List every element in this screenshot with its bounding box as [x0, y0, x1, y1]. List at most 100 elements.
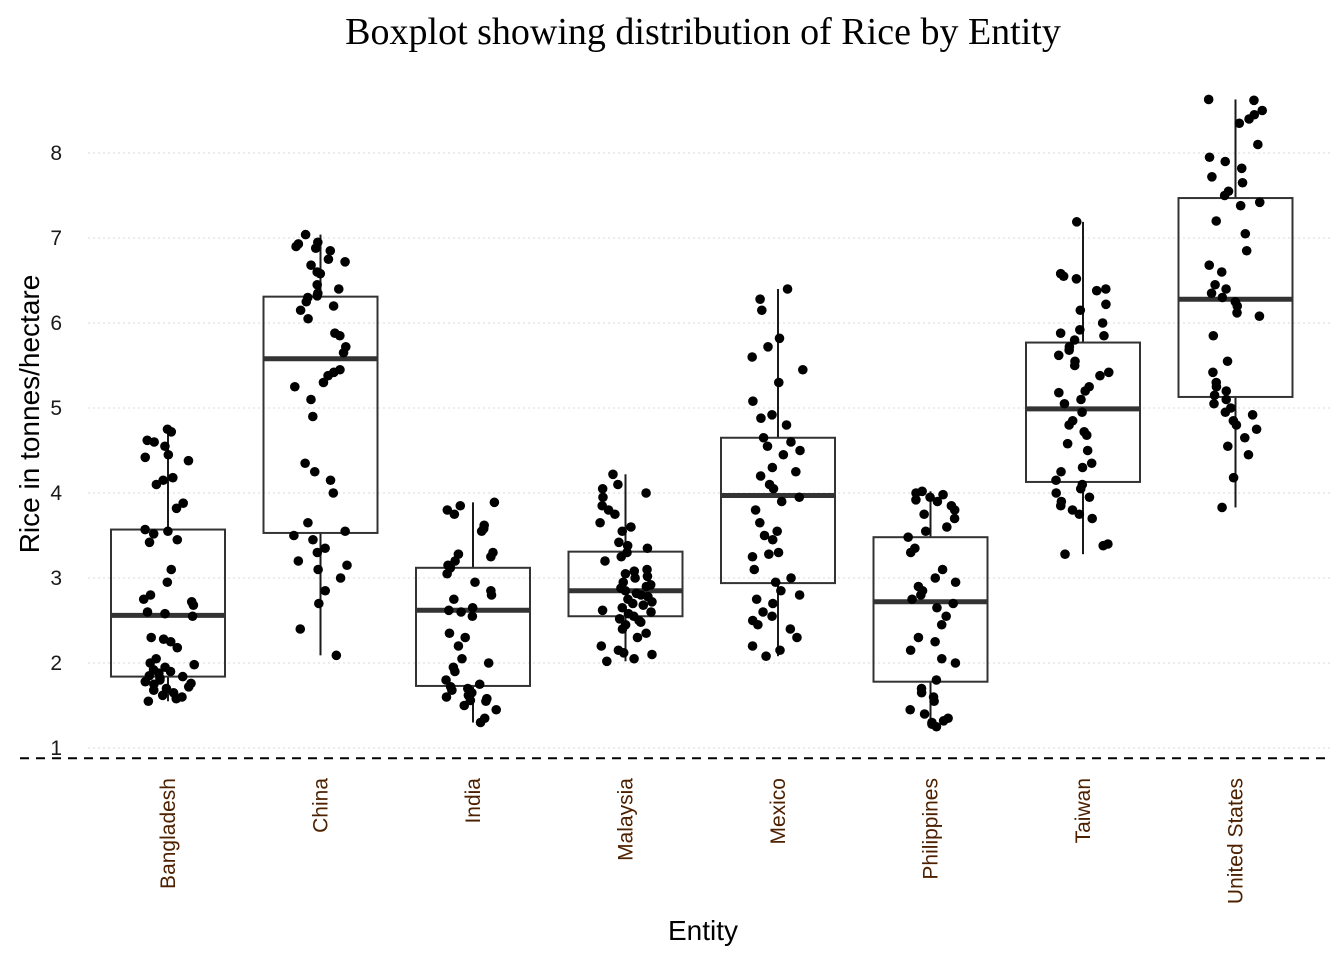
data-point [142, 607, 153, 617]
data-point [1054, 387, 1064, 398]
data-point [936, 653, 947, 664]
data-point [1206, 288, 1217, 299]
data-point [761, 651, 771, 661]
data-point [925, 492, 935, 503]
data-point [646, 607, 656, 617]
y-tick-label: 6 [50, 312, 62, 335]
data-point [938, 716, 949, 726]
data-point [632, 632, 643, 643]
data-point [1220, 156, 1231, 167]
data-point [776, 496, 787, 507]
data-point [301, 296, 312, 307]
box [110, 528, 226, 678]
data-point [620, 568, 631, 579]
data-point [1235, 200, 1246, 211]
data-point [165, 666, 176, 677]
data-point [1075, 305, 1086, 316]
y-tick-label: 5 [50, 397, 62, 420]
data-point [486, 551, 496, 562]
data-point [931, 675, 942, 685]
data-point [1077, 462, 1088, 473]
data-point [1240, 228, 1251, 239]
data-point [618, 648, 629, 658]
data-point [163, 526, 173, 537]
x-tick-label: China [310, 778, 333, 833]
data-point [1077, 407, 1087, 418]
data-point [308, 534, 318, 545]
data-point [459, 700, 470, 711]
data-point [340, 526, 350, 537]
data-point [1216, 267, 1227, 277]
data-point [930, 573, 941, 583]
data-point [166, 427, 177, 437]
data-point [450, 556, 460, 566]
data-point [638, 600, 649, 610]
data-point [1060, 549, 1070, 559]
data-point [1080, 386, 1090, 396]
x-tick-label: India [462, 778, 485, 824]
y-tick-label: 7 [50, 227, 62, 250]
data-point [755, 294, 765, 305]
data-point [1069, 335, 1080, 345]
data-point [755, 471, 766, 481]
data-point [907, 594, 917, 605]
data-point [149, 437, 159, 447]
y-tick-label: 8 [50, 142, 62, 165]
data-point [293, 556, 304, 566]
data-point [163, 449, 174, 460]
data-point [920, 526, 931, 537]
data-point [1051, 488, 1061, 498]
data-point [1071, 217, 1082, 227]
data-point [441, 675, 451, 685]
data-point [165, 636, 176, 647]
data-point [1211, 216, 1222, 226]
data-point [483, 658, 494, 668]
data-point [775, 645, 785, 656]
data-point [1203, 94, 1214, 105]
data-point [442, 568, 452, 579]
data-point [1222, 356, 1233, 367]
data-point [1232, 301, 1243, 311]
data-point [1081, 430, 1092, 441]
data-point [333, 284, 344, 294]
points-layer [138, 94, 1268, 732]
data-point [1075, 483, 1086, 494]
data-point [767, 611, 777, 622]
data-point [773, 377, 784, 388]
data-point [188, 600, 199, 610]
data-point [447, 685, 457, 695]
data-point [470, 577, 480, 588]
data-point [300, 458, 310, 469]
data-point [642, 564, 652, 575]
data-point [187, 611, 198, 622]
data-point [617, 526, 628, 537]
data-point [1084, 492, 1095, 503]
data-point [444, 605, 454, 616]
data-point [1086, 458, 1097, 469]
data-point [1095, 370, 1105, 381]
data-point [481, 696, 491, 707]
data-point [750, 505, 761, 515]
data-point [792, 632, 802, 643]
data-point [1257, 105, 1268, 116]
box [262, 295, 379, 534]
data-point [617, 602, 628, 613]
data-point [785, 624, 796, 634]
data-point [794, 492, 805, 503]
data-point [312, 279, 322, 290]
data-point [489, 497, 500, 508]
data-point [183, 682, 194, 692]
data-point [641, 581, 652, 592]
data-point [776, 585, 786, 596]
data-point [794, 590, 805, 600]
y-tick-label: 3 [50, 567, 62, 590]
y-tick-label: 1 [50, 737, 62, 760]
data-point [486, 590, 497, 600]
data-point [1082, 445, 1093, 456]
data-point [160, 608, 170, 619]
data-point [596, 641, 607, 651]
data-point [905, 645, 916, 656]
data-point [138, 594, 149, 605]
data-point [1051, 475, 1061, 486]
